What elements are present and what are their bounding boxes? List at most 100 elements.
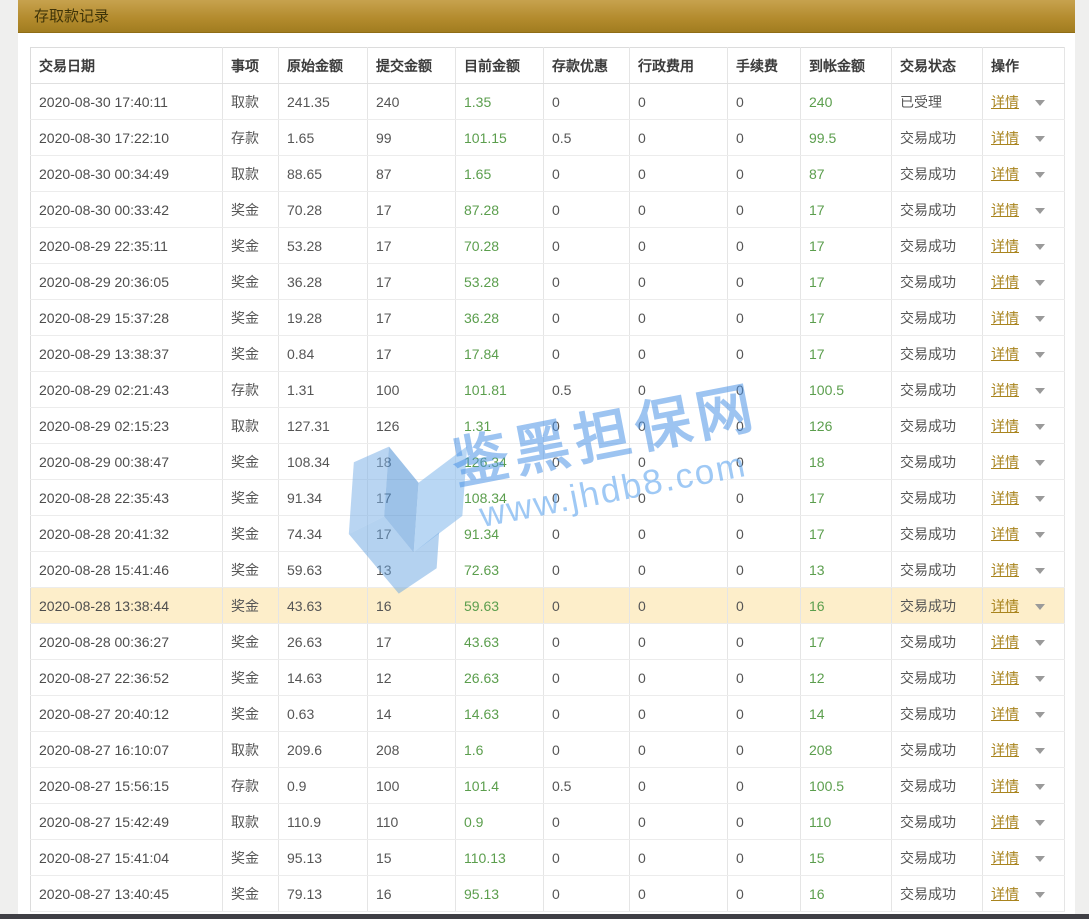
cell-action: 详情 <box>982 803 1065 840</box>
chevron-down-icon[interactable] <box>1034 495 1045 502</box>
cell-action: 详情 <box>982 731 1065 768</box>
cell-date: 2020-08-29 00:38:47 <box>30 443 223 480</box>
cell-credited-amount: 87 <box>800 155 892 192</box>
cell-admin-fee: 0 <box>629 803 728 840</box>
detail-link[interactable]: 详情 <box>991 633 1019 650</box>
col-header-current-amount: 目前金额 <box>455 47 544 84</box>
chevron-down-icon[interactable] <box>1034 387 1045 394</box>
chevron-down-icon[interactable] <box>1034 423 1045 430</box>
chevron-down-icon[interactable] <box>1034 675 1045 682</box>
cell-status: 交易成功 <box>891 443 983 480</box>
cell-original-amount: 88.65 <box>278 155 368 192</box>
chevron-down-icon[interactable] <box>1034 639 1045 646</box>
detail-link[interactable]: 详情 <box>991 381 1019 398</box>
detail-link[interactable]: 详情 <box>991 165 1019 182</box>
detail-link[interactable]: 详情 <box>991 93 1019 110</box>
chevron-down-icon[interactable] <box>1034 819 1045 826</box>
cell-status: 交易成功 <box>891 227 983 264</box>
cell-date: 2020-08-27 22:36:52 <box>30 659 223 696</box>
detail-link[interactable]: 详情 <box>991 885 1019 902</box>
cell-type: 奖金 <box>222 623 279 660</box>
cell-handling-fee: 0 <box>727 695 801 732</box>
cell-submitted-amount: 110 <box>367 803 456 840</box>
cell-type: 奖金 <box>222 659 279 696</box>
cell-credited-amount: 18 <box>800 443 892 480</box>
chevron-down-icon[interactable] <box>1034 567 1045 574</box>
detail-link[interactable]: 详情 <box>991 417 1019 434</box>
cell-action: 详情 <box>982 623 1065 660</box>
col-header-status: 交易状态 <box>891 47 983 84</box>
table-row: 2020-08-29 22:35:11 奖金 53.28 17 70.28 0 … <box>30 227 1065 264</box>
chevron-down-icon[interactable] <box>1034 603 1045 610</box>
cell-date: 2020-08-30 17:22:10 <box>30 119 223 156</box>
table-row: 2020-08-27 15:56:15 存款 0.9 100 101.4 0.5… <box>30 767 1065 804</box>
cell-original-amount: 1.31 <box>278 371 368 408</box>
chevron-down-icon[interactable] <box>1034 531 1045 538</box>
chevron-down-icon[interactable] <box>1034 99 1045 106</box>
col-header-original-amount: 原始金额 <box>278 47 368 84</box>
cell-status: 交易成功 <box>891 803 983 840</box>
detail-link[interactable]: 详情 <box>991 705 1019 722</box>
chevron-down-icon[interactable] <box>1034 747 1045 754</box>
cell-status: 交易成功 <box>891 335 983 372</box>
cell-handling-fee: 0 <box>727 587 801 624</box>
chevron-down-icon[interactable] <box>1034 711 1045 718</box>
cell-admin-fee: 0 <box>629 875 728 912</box>
cell-admin-fee: 0 <box>629 299 728 336</box>
chevron-down-icon[interactable] <box>1034 243 1045 250</box>
cell-action: 详情 <box>982 371 1065 408</box>
detail-link[interactable]: 详情 <box>991 489 1019 506</box>
cell-date: 2020-08-29 02:15:23 <box>30 407 223 444</box>
cell-original-amount: 43.63 <box>278 587 368 624</box>
detail-link[interactable]: 详情 <box>991 561 1019 578</box>
chevron-down-icon[interactable] <box>1034 279 1045 286</box>
cell-admin-fee: 0 <box>629 155 728 192</box>
detail-link[interactable]: 详情 <box>991 741 1019 758</box>
table-row: 2020-08-27 15:42:49 取款 110.9 110 0.9 0 0… <box>30 803 1065 840</box>
detail-link[interactable]: 详情 <box>991 777 1019 794</box>
chevron-down-icon[interactable] <box>1034 315 1045 322</box>
cell-deposit-bonus: 0 <box>543 299 630 336</box>
cell-current-amount: 1.31 <box>455 407 544 444</box>
cell-deposit-bonus: 0 <box>543 227 630 264</box>
detail-link[interactable]: 详情 <box>991 597 1019 614</box>
detail-link[interactable]: 详情 <box>991 201 1019 218</box>
detail-link[interactable]: 详情 <box>991 453 1019 470</box>
cell-credited-amount: 110 <box>800 803 892 840</box>
detail-link[interactable]: 详情 <box>991 129 1019 146</box>
chevron-down-icon[interactable] <box>1034 783 1045 790</box>
detail-link[interactable]: 详情 <box>991 309 1019 326</box>
chevron-down-icon[interactable] <box>1034 207 1045 214</box>
cell-type: 奖金 <box>222 443 279 480</box>
cell-original-amount: 209.6 <box>278 731 368 768</box>
cell-deposit-bonus: 0 <box>543 335 630 372</box>
chevron-down-icon[interactable] <box>1034 891 1045 898</box>
table-row: 2020-08-29 13:38:37 奖金 0.84 17 17.84 0 0… <box>30 335 1065 372</box>
detail-link[interactable]: 详情 <box>991 669 1019 686</box>
cell-status: 交易成功 <box>891 299 983 336</box>
detail-link[interactable]: 详情 <box>991 273 1019 290</box>
cell-original-amount: 1.65 <box>278 119 368 156</box>
cell-date: 2020-08-29 15:37:28 <box>30 299 223 336</box>
cell-admin-fee: 0 <box>629 551 728 588</box>
cell-action: 详情 <box>982 659 1065 696</box>
detail-link[interactable]: 详情 <box>991 237 1019 254</box>
cell-action: 详情 <box>982 479 1065 516</box>
chevron-down-icon[interactable] <box>1034 135 1045 142</box>
cell-credited-amount: 13 <box>800 551 892 588</box>
cell-submitted-amount: 208 <box>367 731 456 768</box>
cell-date: 2020-08-27 15:42:49 <box>30 803 223 840</box>
detail-link[interactable]: 详情 <box>991 813 1019 830</box>
cell-type: 取款 <box>222 803 279 840</box>
detail-link[interactable]: 详情 <box>991 345 1019 362</box>
detail-link[interactable]: 详情 <box>991 849 1019 866</box>
detail-link[interactable]: 详情 <box>991 525 1019 542</box>
chevron-down-icon[interactable] <box>1034 459 1045 466</box>
chevron-down-icon[interactable] <box>1034 855 1045 862</box>
table-row: 2020-08-28 13:38:44 奖金 43.63 16 59.63 0 … <box>30 587 1065 624</box>
cell-status: 交易成功 <box>891 371 983 408</box>
chevron-down-icon[interactable] <box>1034 351 1045 358</box>
cell-submitted-amount: 240 <box>367 83 456 120</box>
chevron-down-icon[interactable] <box>1034 171 1045 178</box>
cell-admin-fee: 0 <box>629 731 728 768</box>
